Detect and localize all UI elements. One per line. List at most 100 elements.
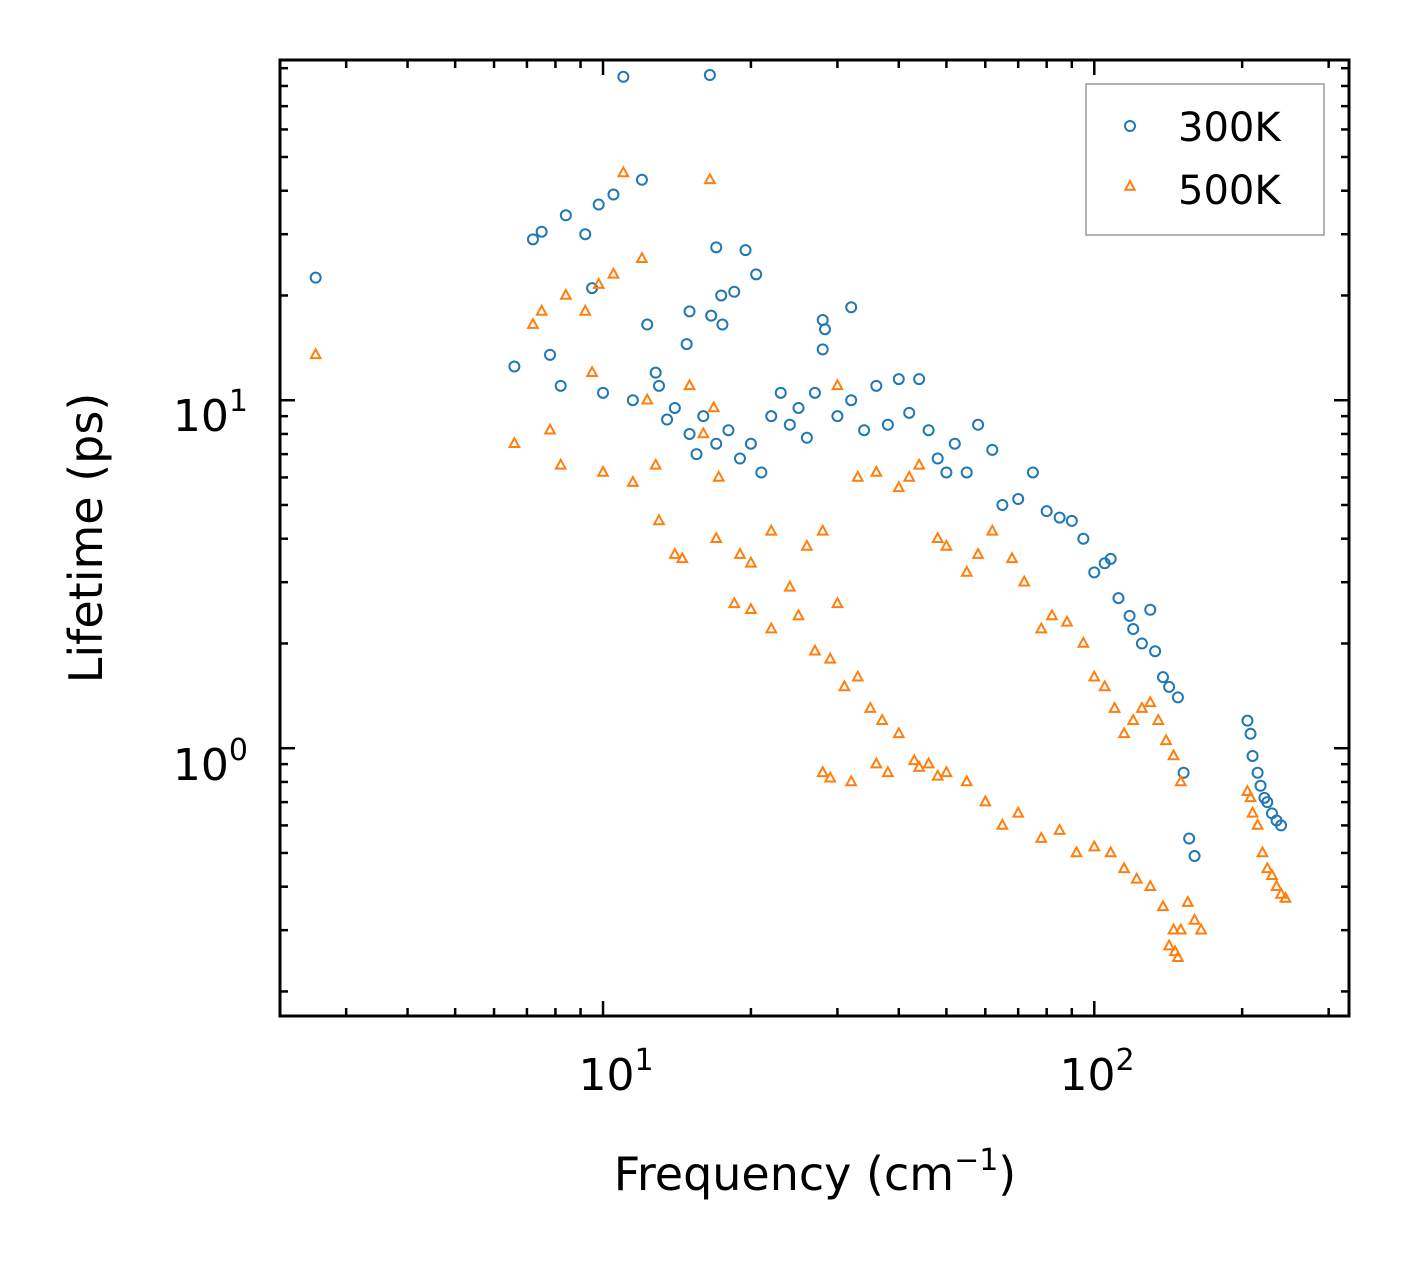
- point-500k: [808, 643, 822, 656]
- point-500k: [649, 457, 663, 470]
- series-500k: [309, 165, 1292, 963]
- point-500k: [881, 765, 895, 778]
- point-300k: [607, 188, 620, 201]
- point-500k: [1174, 774, 1188, 787]
- point-500k: [1011, 805, 1025, 818]
- point-500k: [1244, 790, 1258, 803]
- point-500k: [1087, 839, 1101, 852]
- x-axis-title: Frequency (cm−1): [614, 1143, 1017, 1201]
- point-300k: [559, 209, 572, 222]
- point-300k: [1026, 466, 1039, 479]
- point-300k: [845, 301, 858, 314]
- point-300k: [1275, 819, 1288, 832]
- point-300k: [881, 418, 894, 431]
- point-500k: [652, 513, 666, 526]
- point-300k: [903, 406, 916, 419]
- point-300k: [816, 343, 829, 356]
- point-300k: [931, 452, 944, 465]
- point-300k: [626, 394, 639, 407]
- point-500k: [696, 426, 710, 439]
- point-500k: [1174, 922, 1188, 935]
- point-500k: [1167, 922, 1181, 935]
- point-300k: [792, 401, 805, 414]
- point-500k: [960, 564, 974, 577]
- point-500k: [1274, 886, 1288, 899]
- point-300k: [309, 271, 322, 284]
- point-500k: [995, 817, 1009, 830]
- point-500k: [1076, 635, 1090, 648]
- point-300k: [653, 379, 666, 392]
- point-300k: [1112, 592, 1125, 605]
- point-500k: [744, 602, 758, 615]
- point-300k: [597, 386, 610, 399]
- point-300k: [800, 431, 813, 444]
- point-500k: [971, 547, 985, 559]
- point-500k: [1156, 899, 1170, 912]
- point-500k: [712, 469, 726, 482]
- point-500k: [985, 523, 999, 536]
- point-300k: [1171, 691, 1184, 704]
- point-300k: [739, 244, 752, 257]
- point-300k: [579, 228, 592, 241]
- point-500k: [912, 759, 926, 772]
- point-300k: [1065, 514, 1078, 527]
- point-300k: [996, 498, 1009, 511]
- point-500k: [683, 378, 697, 391]
- point-500k: [1005, 551, 1019, 564]
- point-500k: [851, 669, 865, 682]
- point-500k: [1135, 700, 1149, 713]
- point-500k: [1270, 879, 1284, 891]
- point-500k: [869, 756, 883, 769]
- point-500k: [1130, 871, 1144, 884]
- point-500k: [1256, 845, 1269, 858]
- point-500k: [668, 547, 682, 559]
- point-500k: [907, 753, 921, 766]
- point-300k: [1135, 637, 1148, 650]
- point-500k: [543, 422, 557, 435]
- point-500k: [892, 726, 906, 739]
- point-300k: [1127, 623, 1140, 636]
- point-500k: [978, 794, 992, 807]
- point-500k: [709, 531, 723, 544]
- point-300k: [755, 466, 768, 479]
- point-500k: [912, 457, 926, 470]
- point-500k: [1260, 861, 1274, 874]
- point-300k: [892, 373, 905, 386]
- point-300k: [683, 427, 696, 440]
- point-500k: [863, 700, 877, 713]
- y-tick-labels: 100 101: [173, 384, 248, 791]
- point-300k: [1261, 796, 1274, 809]
- point-300k: [774, 386, 787, 399]
- point-300k: [649, 366, 662, 379]
- legend-marker-500k: [1123, 178, 1137, 191]
- point-500k: [1098, 679, 1112, 692]
- point-300k: [635, 173, 648, 186]
- point-500k: [1278, 890, 1292, 903]
- point-500k: [792, 608, 806, 621]
- point-300k: [1077, 532, 1090, 545]
- point-300k: [661, 413, 674, 426]
- point-300k: [831, 410, 844, 423]
- point-500k: [535, 303, 549, 316]
- point-500k: [1087, 669, 1101, 682]
- point-500k: [931, 768, 945, 781]
- point-300k: [986, 443, 999, 456]
- point-300k: [592, 198, 605, 211]
- point-300k: [1251, 766, 1264, 779]
- point-300k: [1241, 714, 1254, 727]
- point-500k: [585, 365, 599, 377]
- point-300k: [1149, 645, 1162, 658]
- point-500k: [1034, 621, 1048, 634]
- point-500k: [1053, 822, 1067, 835]
- point-500k: [869, 464, 883, 477]
- point-500k: [851, 469, 865, 482]
- point-300k: [940, 466, 953, 479]
- point-500k: [733, 547, 747, 559]
- point-300k: [526, 233, 539, 246]
- point-500k: [1070, 845, 1083, 858]
- point-500k: [1246, 805, 1260, 818]
- point-500k: [640, 392, 654, 405]
- point-500k: [727, 596, 741, 609]
- point-300k: [858, 424, 871, 437]
- point-300k: [1040, 505, 1053, 518]
